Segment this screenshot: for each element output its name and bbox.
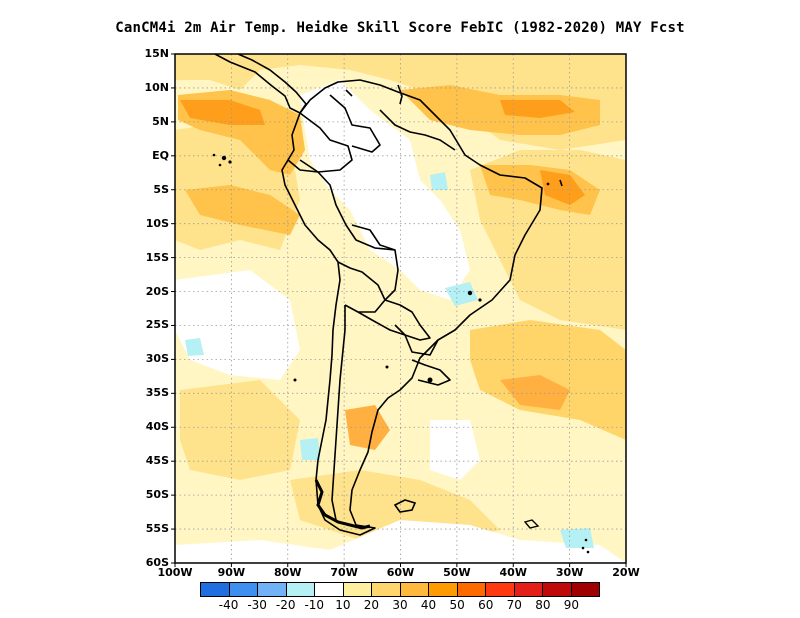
lat-label: 30S [145,352,169,366]
lat-label: 15N [144,47,169,60]
lon-label: 40W [499,566,527,579]
lon-label: 100W [157,566,193,579]
colorbar-swatch [315,583,344,596]
contour-neg10-chile [300,438,320,460]
axis-ticks [171,53,627,567]
contour-white-amazon [300,80,470,300]
contour-neg10-atl [430,172,448,190]
lat-label: 20S [145,284,169,298]
colorbar-swatch [429,583,458,596]
lon-label: 90W [217,566,246,579]
border-ecuador-peru [287,159,396,251]
falkland-islands [393,499,417,513]
lon-label: 20W [612,566,640,579]
coastlines-and-borders [214,54,563,536]
contour-30-pacific-south [185,185,300,235]
border-paraguay [384,299,431,341]
lat-label: 40S [145,420,169,434]
colorbar-swatch [372,583,401,596]
colorbar-swatch [571,583,599,596]
contour-white-pacific [175,270,300,380]
colorbar-label: 80 [535,598,551,612]
lat-label: 10N [144,80,169,94]
colorbar-swatch [343,583,372,596]
lon-label: 50W [443,566,471,579]
lon-label: 70W [330,566,358,579]
lat-label: 45S [145,454,169,468]
colorbar-label: 70 [506,598,522,612]
border-guianas [379,109,456,151]
lat-label: 5N [152,114,169,128]
colorbar-label: 60 [478,598,494,612]
colorbar-swatch [258,583,287,596]
contour-30-caribbean [400,85,600,135]
colorbar-swatch [543,583,572,596]
colorbar-label: 20 [363,598,380,612]
tierra-del-fuego [314,479,371,530]
lon-label: 80W [274,566,302,579]
contour-40-pacific [180,100,265,125]
border-venezuela [329,94,381,153]
colorbar-swatch [514,583,543,596]
lat-label: 5S [153,182,169,196]
border-uruguay [411,359,451,386]
south-america-outline [281,79,543,536]
contour-20-south-pacific [180,380,300,480]
colorbar-swatch [286,583,315,596]
lat-label: 35S [145,386,169,400]
lat-label: EQ [152,148,169,162]
colorbar-label: -20 [275,598,296,612]
contour-40-south-atl [500,375,570,410]
contour-40-atl-north [500,100,575,118]
colorbar-swatch [201,583,230,596]
contour-neg10-south [560,528,594,548]
lon-label: 60W [386,566,415,579]
border-bolivia [337,261,386,313]
map-title: CanCM4i 2m Air Temp. Heidke Skill Score … [115,20,685,36]
colorbar-label: 50 [449,598,465,612]
colorbar-label: 30 [392,598,408,612]
colorbar-swatch [400,583,429,596]
lat-lon-grid [175,54,626,563]
contour-30-argentina [345,405,390,450]
colorbar-swatch [229,583,258,596]
contour-neg10-brazil [445,282,478,306]
lat-label: 50S [145,488,169,502]
border-argentina-chile [331,305,346,521]
lat-label: 15S [145,250,169,264]
colorbar-swatch [457,583,486,596]
colorbar-label: 10 [335,598,351,612]
colorbar-swatch [486,583,515,596]
contour-white-atlantic [430,420,480,480]
border-argentina-north [357,311,439,356]
contour-neg10-pacific [185,338,204,356]
colorbar-label: -30 [247,598,267,612]
colorbar-label: 40 [420,598,437,612]
colorbar-label: -10 [304,598,325,612]
south-georgia [523,519,540,529]
coast-islands-sa [345,84,563,187]
lat-label: 55S [145,522,169,536]
small-islands [212,153,590,554]
lat-label: 10S [145,216,169,230]
border-brazil-bolivia [351,224,399,301]
lat-label: 25S [145,318,169,332]
border-colombia [299,112,353,173]
colorbar-label: -40 [218,598,239,612]
lon-label: 30W [555,566,584,579]
colorbar [200,582,600,597]
contour-40-brazil [540,170,585,205]
lat-label: 60S [145,556,169,569]
colorbar-label: 90 [563,598,580,612]
